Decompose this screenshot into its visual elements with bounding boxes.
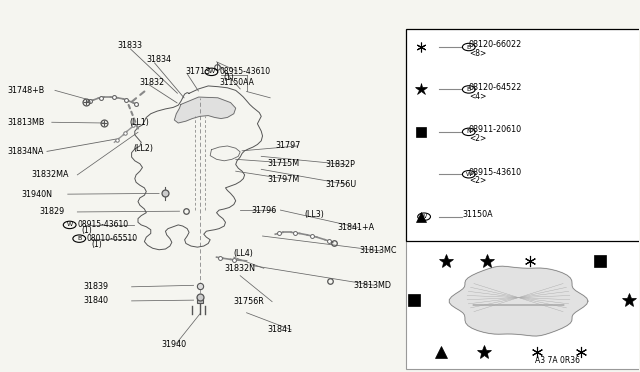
- Polygon shape: [174, 97, 236, 123]
- Text: 31940: 31940: [162, 340, 187, 349]
- Text: 31833: 31833: [118, 41, 143, 51]
- Text: <2>: <2>: [468, 134, 486, 143]
- Text: <2>: <2>: [468, 176, 486, 185]
- Text: <4>: <4>: [468, 92, 486, 100]
- Text: 31832P: 31832P: [325, 160, 355, 169]
- Polygon shape: [449, 266, 588, 336]
- Text: B: B: [467, 87, 471, 92]
- Text: 31832MA: 31832MA: [31, 170, 69, 179]
- Text: 31797: 31797: [275, 141, 301, 151]
- Text: 31150AA: 31150AA: [219, 78, 254, 87]
- Text: 31748+B: 31748+B: [7, 86, 44, 95]
- Text: W: W: [466, 172, 472, 177]
- Text: 08915-43610: 08915-43610: [219, 67, 270, 76]
- Text: (LL2): (LL2): [134, 144, 154, 153]
- Text: 08915-43610: 08915-43610: [77, 221, 129, 230]
- Text: 31832N: 31832N: [224, 264, 255, 273]
- Text: 31797M: 31797M: [268, 175, 300, 184]
- Text: 31150A: 31150A: [463, 210, 493, 219]
- Text: 31834NA: 31834NA: [7, 147, 44, 156]
- Text: 08911-20610: 08911-20610: [468, 125, 522, 134]
- Text: 08010-65510: 08010-65510: [87, 234, 138, 243]
- Text: (1): (1): [92, 240, 102, 249]
- Text: 31813MB: 31813MB: [7, 118, 44, 127]
- Text: (1): (1): [82, 226, 93, 235]
- Text: 31834: 31834: [147, 55, 172, 64]
- Text: (LL1): (LL1): [130, 118, 150, 127]
- Text: (LL4): (LL4): [234, 249, 253, 258]
- Text: 08120-66022: 08120-66022: [468, 40, 522, 49]
- Text: <8>: <8>: [468, 49, 486, 58]
- Text: 31813MC: 31813MC: [360, 246, 397, 255]
- FancyBboxPatch shape: [406, 29, 640, 241]
- Text: 31713: 31713: [186, 67, 211, 76]
- Text: W: W: [209, 69, 214, 74]
- Text: 08120-64522: 08120-64522: [468, 83, 522, 92]
- Text: W: W: [421, 214, 427, 219]
- Text: 31756R: 31756R: [234, 297, 264, 306]
- Text: (1): (1): [223, 73, 234, 82]
- Text: 31756U: 31756U: [325, 180, 356, 189]
- Text: 31796: 31796: [251, 206, 276, 215]
- Text: 08915-43610: 08915-43610: [468, 167, 522, 177]
- Text: W: W: [67, 222, 73, 227]
- Text: 31940N: 31940N: [21, 190, 52, 199]
- Text: 31841+A: 31841+A: [338, 223, 375, 232]
- Text: 31832: 31832: [140, 78, 165, 87]
- Text: 31841: 31841: [268, 325, 292, 334]
- Text: B: B: [77, 236, 81, 241]
- FancyBboxPatch shape: [406, 238, 640, 369]
- Text: A3 7A 0R36: A3 7A 0R36: [534, 356, 580, 365]
- Text: 31715M: 31715M: [268, 158, 300, 167]
- Text: 31840: 31840: [84, 296, 109, 305]
- Text: 31813MD: 31813MD: [353, 281, 391, 290]
- Text: 31829: 31829: [39, 208, 64, 217]
- Text: B: B: [467, 45, 471, 49]
- Text: 31839: 31839: [84, 282, 109, 291]
- Text: N: N: [467, 129, 471, 134]
- Text: (LL3): (LL3): [304, 211, 324, 219]
